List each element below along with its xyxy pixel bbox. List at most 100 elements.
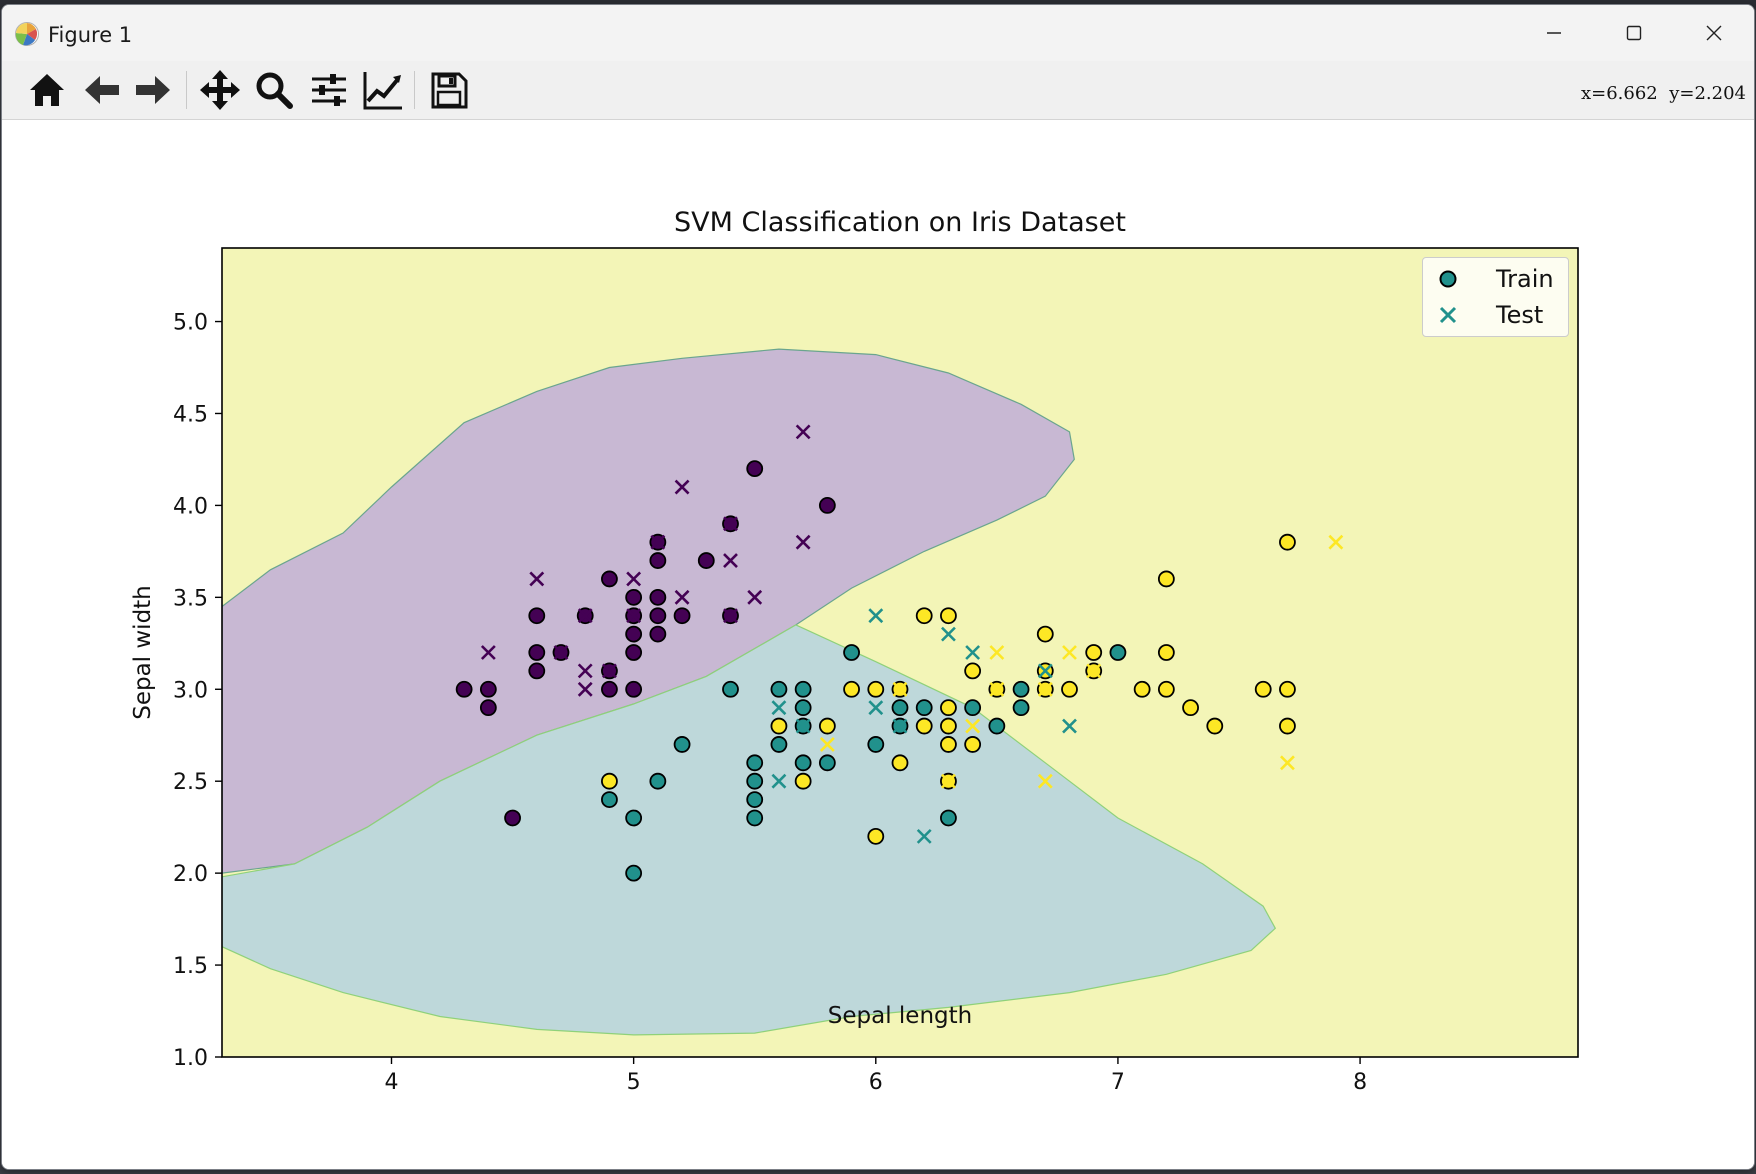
train-point <box>794 680 812 698</box>
train-point <box>1109 644 1127 661</box>
train-point <box>964 736 982 753</box>
save-button[interactable] <box>426 67 472 113</box>
train-point <box>746 754 764 772</box>
train-point <box>1206 717 1224 735</box>
sliders-icon <box>312 74 346 106</box>
legend-label-test: Test <box>1496 301 1544 329</box>
forward-arrow-icon <box>136 76 170 104</box>
figure-canvas[interactable]: 4 5 6 7 8 1.0 1.5 2.0 2.5 3.0 3.5 4.0 4.5 5.0 SVM Clas… <box>2 120 1754 1169</box>
close-icon <box>1706 25 1722 41</box>
configure-subplots-button[interactable] <box>306 67 352 113</box>
train-point <box>915 699 933 717</box>
train-point <box>746 791 764 808</box>
train-point <box>601 791 618 808</box>
train-point <box>625 644 643 661</box>
train-point <box>722 680 739 698</box>
test-point <box>916 828 932 844</box>
train-point <box>1182 699 1199 717</box>
train-point <box>504 809 521 827</box>
train-point <box>649 625 667 643</box>
train-point <box>1254 680 1272 698</box>
legend-label-train: Train <box>1496 265 1554 293</box>
train-point <box>625 625 643 643</box>
test-point <box>795 534 811 550</box>
save-disk-icon <box>431 72 468 109</box>
test-point <box>1062 718 1077 734</box>
train-point <box>746 460 764 478</box>
forward-button[interactable] <box>130 67 176 113</box>
test-point <box>892 718 908 734</box>
train-point <box>625 588 643 606</box>
test-point <box>723 553 738 568</box>
train-point <box>794 772 812 790</box>
test-point <box>892 681 908 697</box>
train-point <box>1279 680 1296 698</box>
y-axis-label: Sepal width <box>130 585 156 720</box>
test-point <box>723 516 738 532</box>
train-point <box>940 717 957 735</box>
test-point <box>1328 534 1344 550</box>
test-point <box>941 773 956 789</box>
train-point <box>1157 644 1175 661</box>
maximize-button[interactable] <box>1594 5 1674 61</box>
edit-axis-button[interactable] <box>360 67 406 113</box>
test-point <box>795 718 811 734</box>
train-point <box>915 717 933 735</box>
test-point <box>965 645 981 660</box>
test-point <box>819 737 835 752</box>
test-point <box>529 571 545 587</box>
test-point <box>868 700 884 716</box>
x-tick-label: 6 <box>869 1070 883 1095</box>
test-point <box>553 645 569 660</box>
pan-button[interactable] <box>197 67 243 113</box>
test-point <box>577 681 593 697</box>
legend-x-marker <box>1439 306 1457 324</box>
train-point <box>818 754 836 772</box>
train-point <box>673 607 691 625</box>
train-point <box>1036 625 1054 643</box>
scatter-chart: 4 5 6 7 8 1.0 1.5 2.0 2.5 3.0 3.5 4.0 4.5 5.0 SVM Clas… <box>130 207 1579 1095</box>
train-point <box>964 662 982 680</box>
train-point <box>891 699 909 717</box>
train-point <box>601 570 618 588</box>
title-bar: Figure 1 <box>2 5 1754 61</box>
test-point <box>1062 645 1077 660</box>
train-point <box>794 754 812 772</box>
train-point <box>940 736 957 753</box>
home-button[interactable] <box>24 67 70 113</box>
y-tick-label: 4.5 <box>173 402 208 427</box>
legend-entry-test: Test <box>1423 298 1568 332</box>
test-point <box>1280 755 1295 771</box>
train-point <box>673 736 691 753</box>
train-point <box>1061 680 1078 698</box>
train-point <box>1085 644 1103 661</box>
train-point <box>649 607 667 625</box>
zoom-button[interactable] <box>251 67 297 113</box>
test-point <box>1086 663 1102 679</box>
train-point <box>867 827 885 845</box>
train-point <box>770 717 788 735</box>
test-point <box>941 626 956 642</box>
test-point <box>1037 663 1053 679</box>
train-point <box>940 607 957 625</box>
chart-legend: Train Test <box>1422 257 1569 337</box>
back-button[interactable] <box>79 67 125 113</box>
train-point <box>843 680 860 698</box>
close-button[interactable] <box>1674 5 1754 61</box>
zoom-magnifier-icon <box>256 72 293 109</box>
y-tick-label: 2.5 <box>173 770 208 795</box>
cursor-coordinates: x=6.662 y=2.204 <box>1581 83 1746 104</box>
navigation-toolbar: x=6.662 y=2.204 <box>2 61 1754 120</box>
test-point <box>965 718 981 734</box>
train-point <box>1157 570 1175 588</box>
test-point <box>626 571 642 587</box>
train-point <box>964 699 982 717</box>
y-tick-label: 3.5 <box>173 586 208 611</box>
x-axis-label: Sepal length <box>828 1003 972 1029</box>
train-point <box>915 607 933 625</box>
test-point <box>480 645 496 660</box>
x-tick-label: 5 <box>627 1070 641 1095</box>
train-point <box>649 772 667 790</box>
minimize-button[interactable] <box>1514 5 1594 61</box>
maximize-icon <box>1626 25 1642 41</box>
